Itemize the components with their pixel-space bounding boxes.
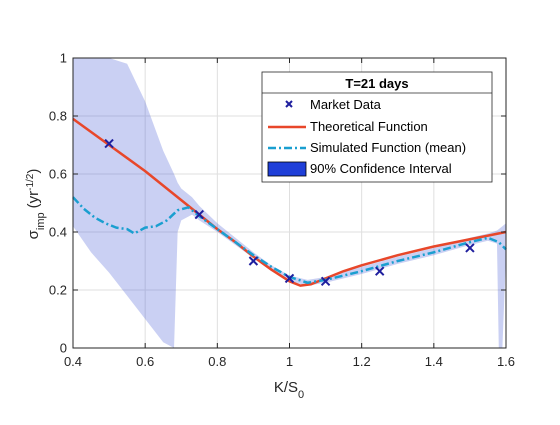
x-axis-label: K/S0 — [274, 379, 304, 401]
legend-label: Simulated Function (mean) — [310, 140, 466, 155]
x-tick-label: 1.4 — [425, 354, 443, 369]
legend: T=21 days Market Data Theoretical Functi… — [261, 71, 493, 183]
legend-item-theoretical-function: Theoretical Function — [268, 119, 428, 134]
y-tick-label: 0.8 — [49, 109, 67, 124]
market-data-point — [194, 209, 204, 220]
market-data-point — [284, 273, 295, 284]
y-tick-label: 0.2 — [49, 283, 67, 298]
market-data-point — [248, 256, 259, 266]
market-data-point — [104, 138, 114, 149]
y-tick-label: 0.6 — [49, 167, 67, 182]
patch-icon — [267, 161, 307, 177]
y-tick-label: 0 — [60, 341, 67, 356]
legend-item-market-data: Market Data — [285, 97, 382, 112]
x-tick-label: 1.2 — [353, 354, 371, 369]
legend-label: Market Data — [310, 97, 382, 112]
x-marker-icon — [285, 100, 293, 108]
legend-title: T=21 days — [345, 76, 408, 91]
y-tick-label: 0.4 — [49, 225, 67, 240]
x-tick-label: 0.8 — [208, 354, 226, 369]
y-axis-label: σimp(yr-1/2) — [25, 169, 48, 240]
market-data-point — [320, 276, 331, 287]
market-data-point — [465, 243, 475, 253]
x-tick-label: 1.6 — [497, 354, 515, 369]
confidence-band — [73, 58, 506, 348]
legend-label: Theoretical Function — [310, 119, 428, 134]
market-data-point — [375, 266, 385, 276]
legend-item-confidence-interval: 90% Confidence Interval — [267, 161, 452, 177]
x-tick-label: 0.4 — [64, 354, 82, 369]
y-tick-label: 1 — [60, 51, 67, 66]
theoretical-function-line — [72, 117, 507, 287]
x-tick-label: 0.6 — [136, 354, 154, 369]
axes — [72, 57, 507, 349]
legend-label: 90% Confidence Interval — [310, 161, 452, 176]
x-tick-label: 1 — [286, 354, 293, 369]
legend-item-simulated-function: Simulated Function (mean) — [268, 140, 466, 155]
